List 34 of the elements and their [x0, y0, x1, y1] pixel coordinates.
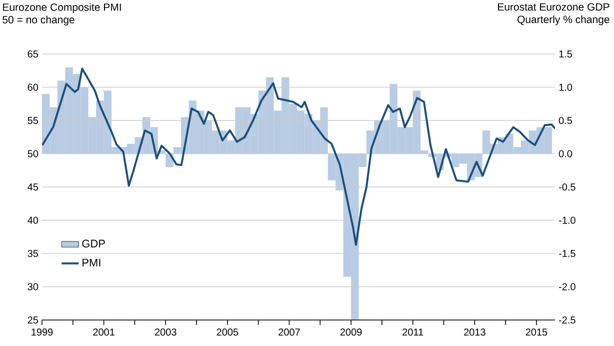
- y-tick-label: 25: [28, 316, 38, 324]
- y2-tick-label: 1.5: [559, 50, 572, 58]
- y-tick-label: 55: [28, 117, 38, 124]
- x-tick-label: 2005: [216, 328, 238, 336]
- y-tick-label: 60: [28, 84, 38, 91]
- y2-tick-label: 0.5: [558, 116, 572, 124]
- legend-label: PMI: [82, 258, 100, 266]
- y2-tick-label: -2.0: [558, 283, 576, 290]
- text: 50 = no change: [2, 16, 74, 26]
- x-tick-label: 2001: [93, 328, 114, 336]
- y2-tick-label: -2.5: [558, 316, 576, 324]
- text: Quarterly % change: [518, 15, 610, 26]
- y2-tick-label: -0.5: [558, 183, 576, 191]
- line-series: [42, 68, 556, 246]
- y-tick-label: 40: [28, 216, 38, 224]
- y-tick-label: 50: [28, 150, 38, 158]
- y-axis-title: Eurozone Composite PMI: [3, 3, 121, 13]
- x-tick-label: 2007: [278, 328, 300, 336]
- legend-label: GDP: [82, 240, 105, 248]
- y2-tick-label: -1.0: [558, 216, 576, 224]
- y-tick-label: 45: [28, 184, 38, 190]
- y2-tick-label: -1.5: [558, 250, 576, 257]
- y-tick-label: 30: [28, 283, 38, 290]
- x-tick-label: 1999: [32, 328, 53, 336]
- y-tick-label: 65: [28, 50, 38, 58]
- y-tick-label: 35: [28, 250, 38, 258]
- x-tick-label: 2015: [526, 328, 548, 336]
- x-tick-label: 2011: [402, 328, 424, 336]
- y2-tick-label: 1.0: [559, 84, 572, 91]
- x-tick-label: 2013: [464, 328, 486, 336]
- x-tick-label: 2009: [340, 328, 362, 336]
- y2-axis-title: Eurostat Eurozone GDP: [498, 3, 610, 11]
- y2-tick-label: 0.0: [558, 150, 572, 158]
- x-tick-label: 2003: [154, 328, 176, 336]
